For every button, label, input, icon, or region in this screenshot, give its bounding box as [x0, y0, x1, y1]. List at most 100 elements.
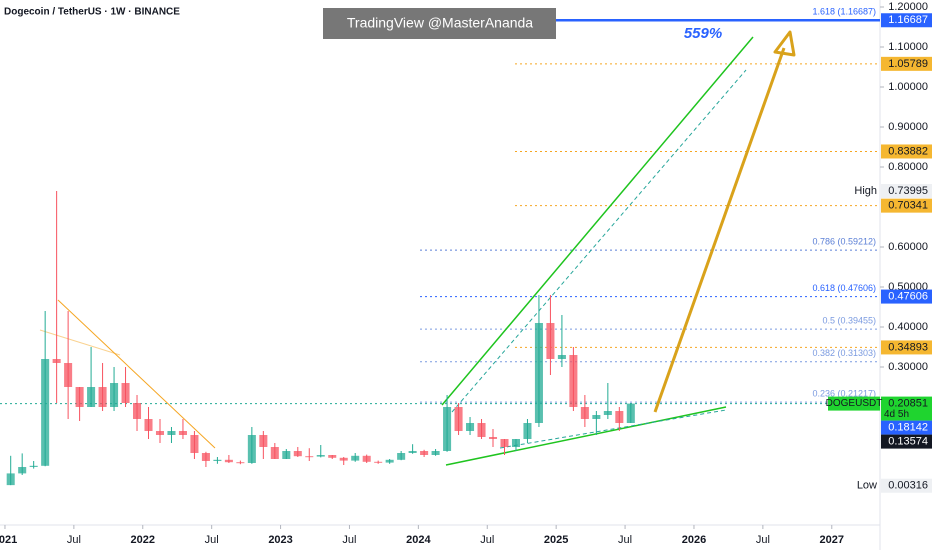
- downtrend-line: [57, 299, 216, 449]
- x-tick-label: Jul: [618, 534, 632, 546]
- projection-arrow: [653, 47, 786, 413]
- candle-body: [167, 431, 176, 435]
- candle-body: [29, 465, 38, 467]
- annotation: 559%: [684, 25, 722, 42]
- x-tick-label: 2026: [682, 534, 706, 546]
- candle-body: [385, 459, 394, 463]
- candle-body: [397, 453, 406, 460]
- price-tag: DOGEUSDT: [826, 398, 883, 409]
- price-label-box: [881, 56, 932, 71]
- candle-body: [615, 411, 624, 423]
- price-label: 0.20851: [888, 398, 928, 410]
- candle-body: [443, 407, 452, 451]
- support-dashed: [499, 409, 727, 449]
- candle-body: [293, 451, 302, 457]
- arrow-head: [773, 30, 796, 57]
- y-tick-label: 0.40000: [888, 321, 928, 333]
- price-label-box: [881, 289, 932, 304]
- candle-body: [110, 383, 119, 407]
- candle-body: [52, 359, 61, 363]
- candle-body: [466, 423, 475, 431]
- drawings: [39, 30, 796, 466]
- fib-label: 0.236 (0.21217): [812, 389, 876, 399]
- fib-label: 0.5 (0.39455): [822, 316, 876, 326]
- price-label-box: [881, 184, 932, 199]
- candle-body: [420, 451, 429, 455]
- candle-body: [316, 455, 325, 457]
- x-tick-label: 2023: [268, 534, 292, 546]
- candle-body: [328, 455, 337, 458]
- price-label: 0.18142: [888, 422, 928, 434]
- y-tick-label: 0.90000: [888, 121, 928, 133]
- candle-body: [144, 419, 153, 431]
- support-line: [445, 406, 727, 466]
- candle-body: [64, 363, 73, 387]
- candle-body: [247, 435, 256, 463]
- x-tick-label: 2021: [0, 534, 17, 546]
- x-tick-label: Jul: [67, 534, 81, 546]
- candle-body: [190, 435, 199, 453]
- candle-body: [454, 407, 463, 431]
- candle-body: [477, 423, 486, 437]
- candle-body: [75, 387, 84, 407]
- candle-body: [259, 435, 268, 447]
- y-tick-label: 0.80000: [888, 161, 928, 173]
- y-tick-label: 0.60000: [888, 241, 928, 253]
- candle-body: [213, 459, 222, 461]
- candle-body: [408, 451, 417, 453]
- candle-body: [626, 403, 635, 423]
- candle-body: [500, 439, 509, 447]
- watermark: TradingView @MasterAnanda: [347, 15, 533, 31]
- candle-body: [224, 459, 233, 463]
- fib-label: 1.618 (1.16687): [812, 7, 876, 17]
- price-label-sub: 4d 5h: [884, 409, 909, 420]
- chart-title: Dogecoin / TetherUS · 1W · BINANCE: [4, 7, 180, 18]
- watermark-box: [323, 8, 556, 39]
- candle-body: [6, 473, 15, 486]
- price-label-box: [881, 340, 932, 355]
- fib-label: 0.382 (0.31303): [812, 348, 876, 358]
- candle-body: [339, 457, 348, 461]
- x-tick-label: Jul: [342, 534, 356, 546]
- price-label: 0.00316: [888, 480, 928, 492]
- candle-body: [546, 323, 555, 359]
- price-label-box: [881, 144, 932, 159]
- x-tick-label: Jul: [756, 534, 770, 546]
- price-label-box: [881, 396, 932, 421]
- downtrend-line: [39, 329, 121, 356]
- candles: [6, 191, 635, 486]
- x-tick-label: Jul: [205, 534, 219, 546]
- x-tick-label: Jul: [480, 534, 494, 546]
- y-tick-label: 1.00000: [888, 81, 928, 93]
- price-label: 1.05789: [888, 58, 928, 70]
- price-label: 1.16687: [888, 14, 928, 26]
- candle-body: [374, 461, 383, 463]
- price-label-box: [881, 420, 932, 435]
- x-tick-label: 2027: [820, 534, 844, 546]
- candle-body: [270, 447, 279, 459]
- y-tick-label: 1.10000: [888, 41, 928, 53]
- candle-body: [41, 359, 50, 466]
- price-label-box: [881, 434, 932, 449]
- candle-body: [580, 407, 589, 419]
- candle-body: [523, 423, 532, 439]
- candle-body: [305, 456, 314, 458]
- candle-body: [592, 415, 601, 419]
- price-label: 0.34893: [888, 341, 928, 353]
- fib-label: 0.618 (0.47606): [812, 283, 876, 293]
- candle-body: [511, 439, 520, 447]
- price-label: 0.47606: [888, 290, 928, 302]
- y-tick-label: 0.30000: [888, 361, 928, 373]
- candle-body: [362, 455, 371, 462]
- candle-body: [282, 451, 291, 459]
- channel-line: [441, 36, 754, 406]
- price-label-box: [881, 13, 932, 28]
- candle-body: [351, 455, 360, 461]
- price-label: 0.73995: [888, 185, 928, 197]
- candle-body: [121, 383, 130, 403]
- candle-body: [133, 403, 142, 419]
- candle-body: [569, 355, 578, 407]
- price-tag: Low: [857, 480, 877, 492]
